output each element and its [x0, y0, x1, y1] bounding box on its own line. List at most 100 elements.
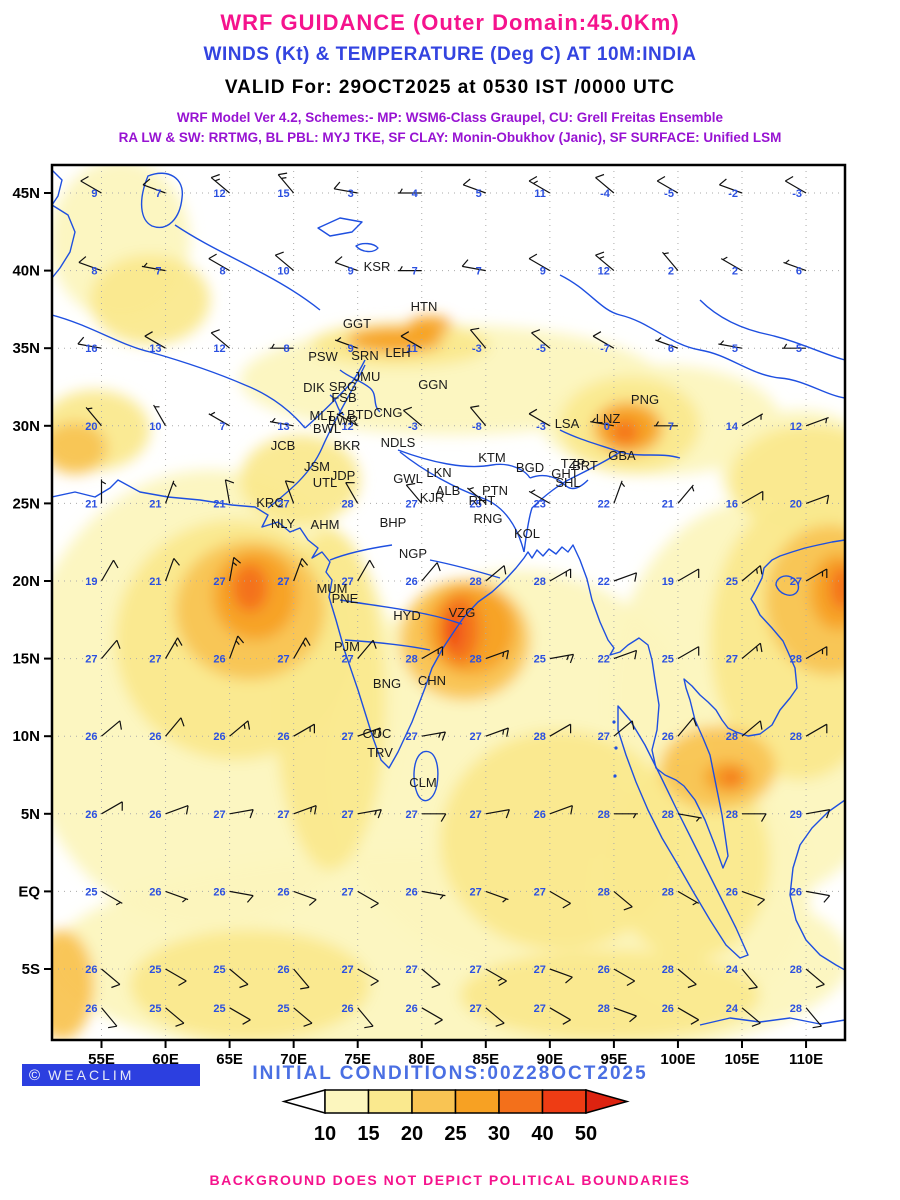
temperature-value: 27 — [341, 654, 353, 666]
temperature-value: 26 — [598, 964, 610, 976]
temperature-shade-blob — [610, 760, 770, 960]
wind-barb — [485, 565, 507, 582]
temperature-value: 28 — [598, 886, 610, 898]
wind-barb — [613, 813, 638, 819]
coastline-path — [304, 359, 366, 429]
temperature-value: 11 — [534, 188, 546, 200]
wind-barb — [101, 968, 121, 989]
wind-barb — [677, 646, 700, 660]
temperature-value: -3 — [472, 343, 482, 355]
wind-barb — [595, 173, 615, 194]
wind-barb — [85, 407, 102, 427]
temperature-value: 20 — [85, 421, 97, 433]
wind-barb — [208, 411, 230, 427]
temperature-value: 27 — [341, 964, 353, 976]
lat-tick-label: 30N — [12, 418, 40, 435]
wind-barb — [397, 265, 422, 272]
temperature-value: 27 — [85, 654, 97, 666]
coastline-path — [699, 1017, 845, 1026]
temperature-value: 20 — [790, 498, 802, 510]
wind-barb — [741, 413, 764, 427]
temperature-value: 26 — [406, 1003, 418, 1015]
coastline-path — [141, 172, 183, 229]
wind-barb — [293, 558, 309, 582]
station-label: FSB — [331, 390, 356, 405]
temperature-value: -3 — [792, 188, 802, 200]
temperature-value: 27 — [277, 498, 289, 510]
wind-barb — [741, 968, 758, 990]
wind-barb — [741, 720, 763, 737]
wind-barb — [462, 178, 487, 194]
temperature-value: 4 — [412, 188, 419, 200]
temperature-value: 27 — [470, 731, 482, 743]
wind-barb — [421, 646, 444, 660]
station-label: PJM — [334, 639, 360, 654]
wind-barb — [718, 340, 743, 349]
temperature-value: 11 — [406, 343, 418, 355]
wind-barb — [334, 256, 358, 272]
station-label: JMU — [354, 369, 381, 384]
temperature-value: 26 — [662, 731, 674, 743]
wind-barb — [293, 968, 310, 990]
station-label: CLM — [409, 775, 436, 790]
temperature-value: 25 — [85, 886, 97, 898]
temperature-value: 7 — [476, 266, 482, 278]
station-label: KJR — [420, 490, 445, 505]
station-label: HTN — [411, 299, 438, 314]
wind-barb — [78, 256, 102, 272]
wind-barb — [783, 259, 807, 272]
temperature-value: 22 — [598, 654, 610, 666]
temperature-value-layer: 9 7 12 15 3 4 5 11 -4 -5 -2 -38 7 8 10 9 7 7 9 12 2 2 616 13 12 8… — [85, 188, 802, 1015]
coastline-path — [52, 169, 63, 206]
station-label: BKR — [334, 438, 361, 453]
temperature-value: 27 — [406, 498, 418, 510]
temperature-value: 9 — [91, 188, 97, 200]
page-title: WRF GUIDANCE (Outer Domain:45.0Km) — [220, 10, 680, 35]
temperature-value: 27 — [534, 964, 546, 976]
coastline-path — [329, 544, 393, 561]
wind-barb — [469, 327, 487, 349]
wind-barb — [142, 178, 166, 194]
colorbar-right-arrow — [585, 1089, 630, 1114]
temperature-value: 5 — [796, 343, 802, 355]
temperature-value: 21 — [85, 498, 97, 510]
lat-tick-label: 25N — [12, 495, 40, 512]
station-label: SRN — [351, 348, 378, 363]
coastline-path — [529, 474, 589, 490]
station-label: AHM — [311, 517, 340, 532]
station-label: BRT — [572, 458, 598, 473]
wind-barb — [677, 813, 702, 822]
lon-tick-label: 75E — [344, 1051, 371, 1068]
coastline-path — [355, 242, 379, 253]
station-label: PTN — [482, 483, 508, 498]
wind-barb — [293, 890, 317, 906]
wind-barb — [229, 720, 251, 737]
colorbar-segment — [324, 1089, 370, 1114]
temperature-value: 28 — [790, 654, 802, 666]
wind-barb — [485, 890, 509, 903]
temperature-value: 25 — [149, 1003, 161, 1015]
wind-barb — [164, 480, 177, 504]
temperature-shade-blob — [611, 420, 639, 444]
station-label: MLT — [309, 408, 334, 423]
station-label: SRG — [329, 379, 357, 394]
temperature-value: -2 — [728, 188, 738, 200]
wind-barb — [485, 809, 510, 819]
temperature-value: 28 — [598, 809, 610, 821]
temperature-value: 21 — [213, 498, 225, 510]
wind-barb — [805, 646, 828, 660]
temperature-value: 28 — [406, 654, 418, 666]
colorbar-label: 30 — [488, 1123, 510, 1145]
axis-ticks — [44, 192, 808, 1048]
temperature-value: 27 — [470, 809, 482, 821]
temperature-value: 26 — [85, 1003, 97, 1015]
temperature-value: 26 — [149, 886, 161, 898]
temperature-value: 27 — [213, 576, 225, 588]
model-config-line-1: WRF Model Ver 4.2, Schemes:- MP: WSM6-Cl… — [176, 110, 724, 125]
station-label: PSW — [308, 349, 338, 364]
colorbar-segment — [498, 1089, 544, 1114]
temperature-value: 27 — [341, 731, 353, 743]
wind-barb — [784, 175, 807, 194]
coastline-path — [52, 314, 306, 429]
